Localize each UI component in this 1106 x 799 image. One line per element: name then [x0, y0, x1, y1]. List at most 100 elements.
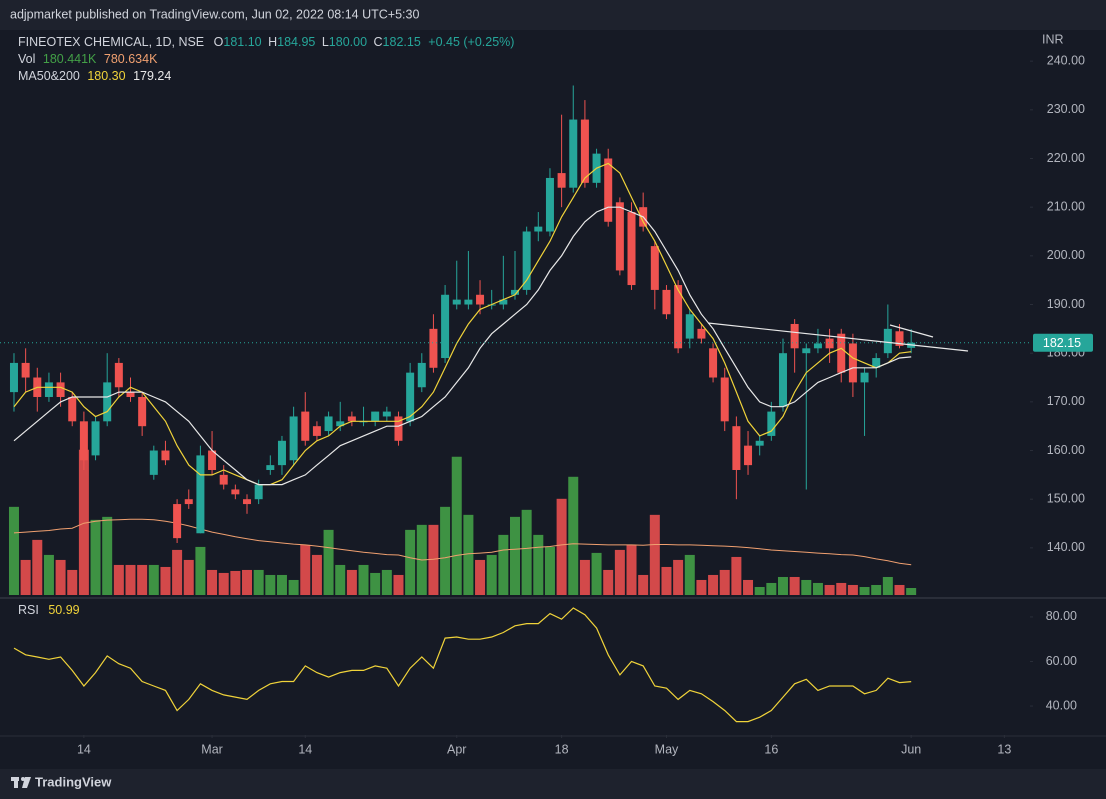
legend-value: 179.24 — [133, 69, 171, 83]
volume-bar — [160, 566, 171, 595]
volume-bar — [300, 544, 311, 595]
ma-line — [13, 162, 912, 486]
candle-body — [44, 382, 53, 397]
candle-body — [790, 323, 799, 349]
x-tick-label: Jun — [901, 742, 921, 756]
y-tick-label: 40.00 — [1046, 698, 1077, 712]
candle-body — [149, 450, 158, 475]
logo-part — [14, 777, 18, 788]
y-tick-label: 220.00 — [1047, 151, 1085, 165]
candle-body — [872, 358, 881, 368]
volume-bar — [346, 569, 357, 595]
volume-bar — [696, 579, 707, 595]
candle-body — [394, 416, 403, 441]
volume-bar — [265, 574, 276, 595]
candle-body — [883, 328, 892, 354]
volume-bar — [335, 564, 346, 595]
candle-body — [895, 331, 904, 346]
volume-bar — [428, 524, 439, 595]
volume-bar — [754, 587, 765, 595]
candle-body — [755, 440, 764, 446]
candle-body — [534, 226, 543, 232]
volume-bar — [673, 559, 684, 595]
candle-body — [417, 362, 426, 388]
candle-body — [161, 450, 170, 461]
legend-symbol: FINEOTEX CHEMICAL, 1D, NSE — [18, 35, 204, 49]
volume-bar — [20, 559, 31, 595]
y-tick-label: 170.00 — [1047, 394, 1085, 408]
candle-body — [208, 450, 217, 470]
volume-bar — [172, 549, 183, 595]
candle-body — [709, 348, 718, 378]
volume-bar — [148, 564, 159, 595]
candle-body — [173, 504, 182, 539]
candle-body — [289, 416, 298, 461]
volume-bar — [90, 519, 101, 595]
candle-body — [91, 421, 100, 456]
candle-body — [767, 411, 776, 436]
candle-body — [522, 231, 531, 290]
volume-bar — [731, 556, 742, 595]
y-tick-label: 190.00 — [1047, 297, 1085, 311]
x-tick-label: 16 — [764, 742, 778, 756]
candle-body — [406, 372, 415, 422]
currency-label: INR — [1042, 32, 1064, 46]
footer-brand: TradingView — [35, 774, 112, 789]
volume-bar — [43, 554, 54, 595]
candle-body — [196, 455, 205, 534]
candle-body — [499, 299, 508, 305]
volume-bar — [137, 564, 148, 595]
y-tick-label: 80.00 — [1046, 609, 1077, 623]
candle-body — [557, 173, 566, 188]
candle-body — [837, 333, 846, 373]
y-tick-label: 60.00 — [1046, 654, 1077, 668]
volume-bar — [8, 506, 19, 595]
volume-bar — [684, 554, 695, 595]
volume-bar — [603, 569, 614, 595]
volume-bar — [358, 564, 369, 595]
legend-value: 50.99 — [48, 603, 79, 617]
legend-key: O — [214, 35, 224, 49]
candle-body — [627, 212, 636, 286]
y-tick-label: 230.00 — [1047, 102, 1085, 116]
legend-value: 180.00 — [329, 35, 367, 49]
candle-body — [336, 421, 345, 427]
volume-bar — [626, 544, 637, 595]
y-tick-label: 210.00 — [1047, 199, 1085, 213]
candle-body — [126, 392, 135, 397]
volume-bar — [102, 516, 113, 595]
x-tick-label: 14 — [77, 742, 91, 756]
candle-body — [56, 382, 65, 397]
legend-value: 181.10 — [223, 35, 261, 49]
candle-body — [744, 445, 753, 466]
volume-bar — [253, 569, 264, 595]
candle-body — [231, 489, 240, 495]
volume-bar — [55, 559, 66, 595]
candle-body — [9, 362, 18, 393]
x-tick-label: Apr — [447, 742, 466, 756]
legend-ma: MA50&200 180.30 179.24 — [18, 69, 171, 83]
candle-body — [464, 299, 473, 305]
candle-body — [103, 382, 112, 422]
candle-body — [324, 416, 333, 432]
legend-key: L — [322, 35, 329, 49]
x-tick-label: 13 — [997, 742, 1011, 756]
volume-bar — [463, 514, 474, 595]
volume-bar — [894, 584, 905, 595]
ma-line — [13, 206, 912, 486]
candle-body — [347, 416, 356, 422]
plot-area: 140.00150.00160.00170.00180.00190.00200.… — [0, 53, 1093, 756]
candle-body — [720, 377, 729, 422]
volume-bar — [789, 576, 800, 595]
candle-body — [580, 119, 589, 183]
volume-bar — [323, 529, 334, 595]
logo-part — [21, 777, 25, 781]
candle-body — [615, 202, 624, 271]
candle-body — [569, 119, 578, 188]
volume-bar — [195, 546, 206, 595]
legend-key: Vol — [18, 52, 35, 66]
volume-bar — [475, 559, 486, 595]
volume-bar — [521, 509, 532, 595]
volume-bar — [743, 579, 754, 595]
candle-body — [476, 294, 485, 305]
